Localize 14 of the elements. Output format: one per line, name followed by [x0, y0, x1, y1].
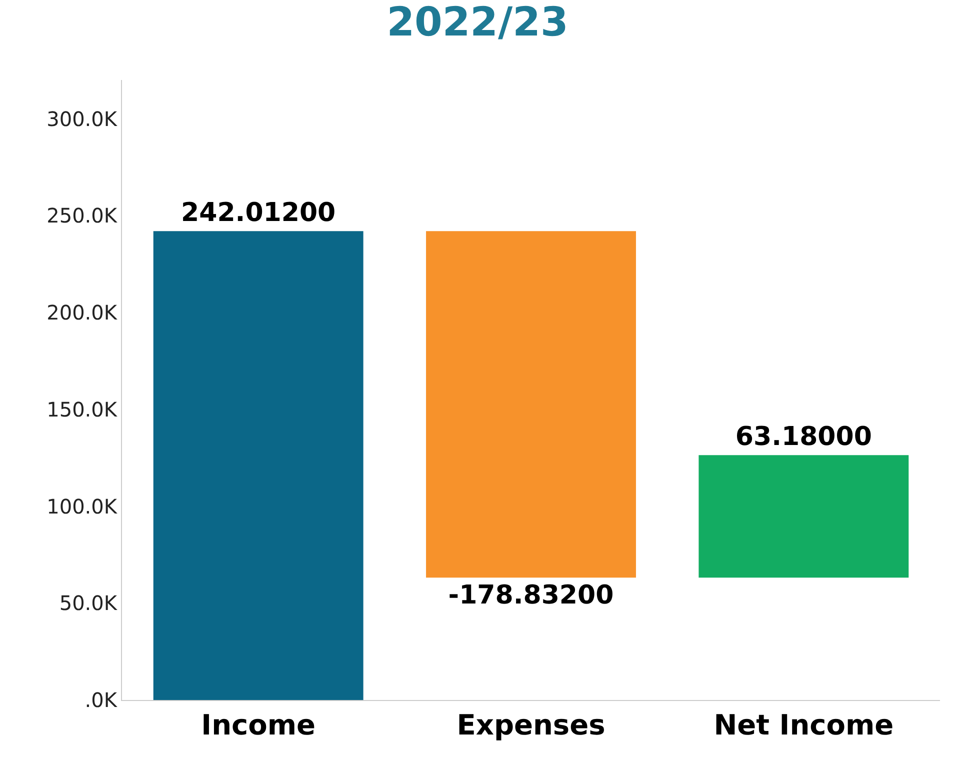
data-label: -178.83200 [448, 580, 614, 611]
x-tick-label: Expenses [456, 708, 606, 742]
data-label: 63.18000 [735, 422, 872, 452]
y-tick-label: 100.0K [46, 494, 118, 518]
x-tick-label: Income [201, 708, 316, 742]
x-tick-label: Net Income [714, 708, 894, 742]
y-tick-label: 300.0K [46, 106, 118, 131]
y-tick-label: 200.0K [46, 300, 118, 324]
chart-title: 2022/23 [386, 0, 568, 46]
y-tick-label: 250.0K [46, 204, 118, 228]
y-tick-label: 50.0K [59, 591, 118, 616]
y-tick-label: .0K [84, 688, 118, 712]
data-label: 242.01200 [181, 198, 336, 228]
y-tick-label: 150.0K [46, 397, 118, 422]
